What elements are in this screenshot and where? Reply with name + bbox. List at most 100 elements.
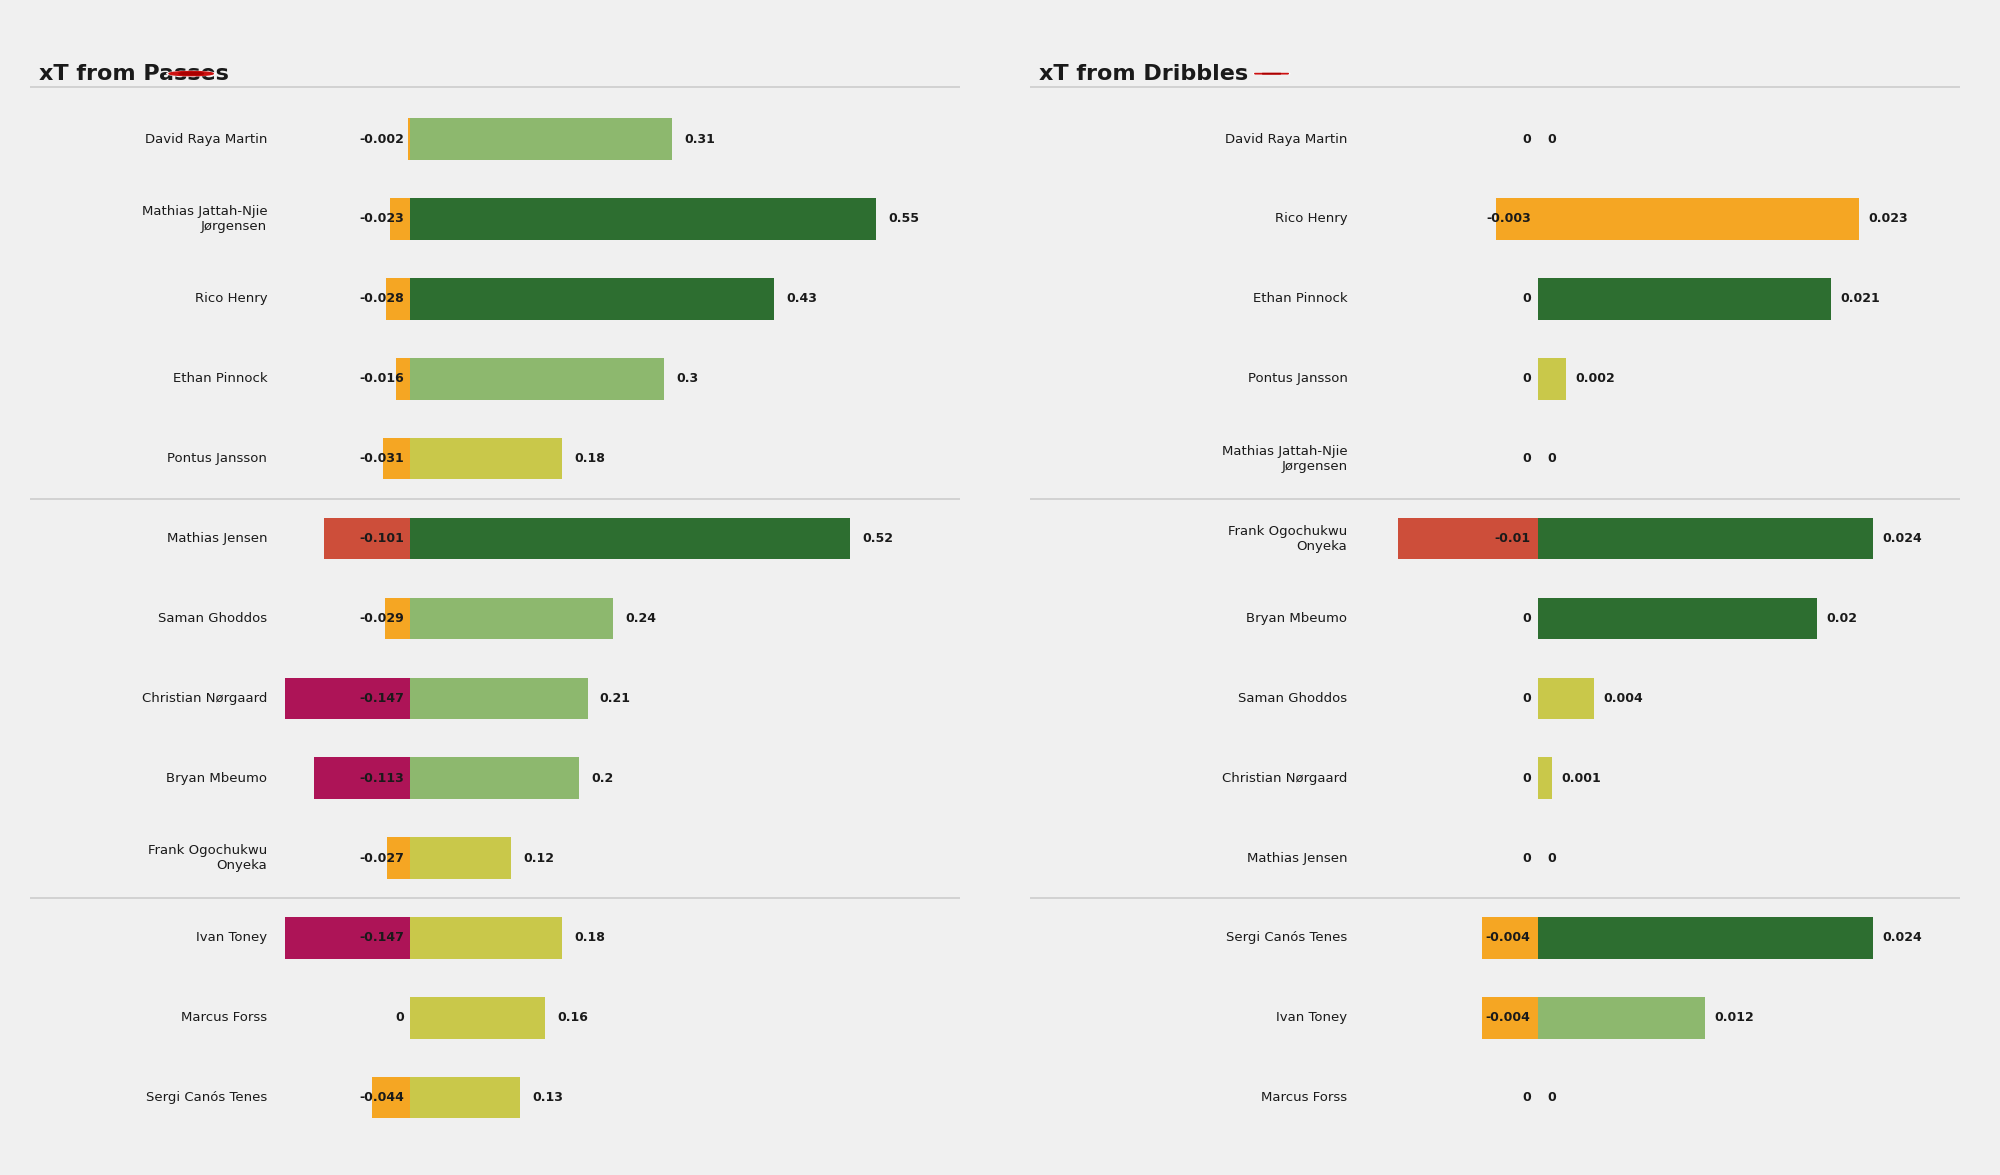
Bar bbox=[396, 358, 410, 400]
Text: 0.021: 0.021 bbox=[1840, 293, 1880, 306]
Text: Ethan Pinnock: Ethan Pinnock bbox=[1252, 293, 1348, 306]
Text: 0.12: 0.12 bbox=[524, 852, 554, 865]
Text: 0: 0 bbox=[1522, 1092, 1530, 1104]
Text: 0: 0 bbox=[1522, 772, 1530, 785]
Bar bbox=[1538, 278, 1832, 320]
Text: -0.113: -0.113 bbox=[360, 772, 404, 785]
Text: -0.027: -0.027 bbox=[360, 852, 404, 865]
Text: Christian Nørgaard: Christian Nørgaard bbox=[142, 692, 268, 705]
Text: -0.029: -0.029 bbox=[360, 612, 404, 625]
Bar bbox=[410, 758, 580, 799]
Text: -0.147: -0.147 bbox=[360, 692, 404, 705]
Text: 0.024: 0.024 bbox=[1882, 532, 1922, 545]
Text: 0.2: 0.2 bbox=[592, 772, 614, 785]
Text: Sergi Canós Tenes: Sergi Canós Tenes bbox=[146, 1092, 268, 1104]
Text: 0.31: 0.31 bbox=[684, 133, 716, 146]
Text: 0.004: 0.004 bbox=[1604, 692, 1642, 705]
Text: -0.01: -0.01 bbox=[1494, 532, 1530, 545]
Bar bbox=[1482, 918, 1538, 959]
Text: 0: 0 bbox=[1522, 612, 1530, 625]
Text: -0.003: -0.003 bbox=[1486, 213, 1530, 226]
Text: -0.147: -0.147 bbox=[360, 932, 404, 945]
Text: 0: 0 bbox=[396, 1012, 404, 1025]
Text: 0.55: 0.55 bbox=[888, 213, 918, 226]
Bar bbox=[410, 119, 672, 160]
Bar bbox=[410, 1077, 520, 1119]
Text: Mathias Jattah-Njie
Jørgensen: Mathias Jattah-Njie Jørgensen bbox=[1222, 444, 1348, 472]
Text: Mathias Jattah-Njie
Jørgensen: Mathias Jattah-Njie Jørgensen bbox=[142, 204, 268, 233]
Circle shape bbox=[170, 72, 214, 75]
Text: Ivan Toney: Ivan Toney bbox=[196, 932, 268, 945]
Text: 0.18: 0.18 bbox=[574, 932, 606, 945]
Text: 0.023: 0.023 bbox=[1868, 213, 1908, 226]
Text: 0.24: 0.24 bbox=[626, 612, 656, 625]
Bar bbox=[1538, 998, 1706, 1039]
Bar bbox=[410, 918, 562, 959]
Text: 0: 0 bbox=[1522, 133, 1530, 146]
Text: Ivan Toney: Ivan Toney bbox=[1276, 1012, 1348, 1025]
Text: 0.012: 0.012 bbox=[1714, 1012, 1754, 1025]
Bar bbox=[386, 598, 410, 639]
Text: Marcus Forss: Marcus Forss bbox=[182, 1012, 268, 1025]
Bar bbox=[410, 998, 546, 1039]
Text: Sergi Canós Tenes: Sergi Canós Tenes bbox=[1226, 932, 1348, 945]
Text: Christian Nørgaard: Christian Nørgaard bbox=[1222, 772, 1348, 785]
Text: 0.21: 0.21 bbox=[600, 692, 630, 705]
Text: 0.002: 0.002 bbox=[1576, 372, 1616, 385]
Text: Saman Ghoddos: Saman Ghoddos bbox=[1238, 692, 1348, 705]
Text: -0.023: -0.023 bbox=[360, 213, 404, 226]
Text: 0: 0 bbox=[1548, 133, 1556, 146]
Bar bbox=[410, 518, 850, 559]
Text: -0.031: -0.031 bbox=[360, 452, 404, 465]
Bar bbox=[324, 518, 410, 559]
Text: 0: 0 bbox=[1548, 852, 1556, 865]
Text: -0.004: -0.004 bbox=[1486, 932, 1530, 945]
Bar bbox=[1398, 518, 1538, 559]
Text: 0.43: 0.43 bbox=[786, 293, 818, 306]
Text: Rico Henry: Rico Henry bbox=[1274, 213, 1348, 226]
Text: -0.101: -0.101 bbox=[360, 532, 404, 545]
Bar bbox=[1538, 758, 1552, 799]
Text: xT from Passes: xT from Passes bbox=[40, 63, 230, 83]
Bar bbox=[410, 278, 774, 320]
Text: 0: 0 bbox=[1522, 852, 1530, 865]
Text: Saman Ghoddos: Saman Ghoddos bbox=[158, 612, 268, 625]
Text: David Raya Martin: David Raya Martin bbox=[1226, 133, 1348, 146]
Text: Bryan Mbeumo: Bryan Mbeumo bbox=[166, 772, 268, 785]
Text: 0.02: 0.02 bbox=[1826, 612, 1858, 625]
Bar bbox=[386, 278, 410, 320]
Text: Ethan Pinnock: Ethan Pinnock bbox=[172, 372, 268, 385]
Text: -0.004: -0.004 bbox=[1486, 1012, 1530, 1025]
Text: Frank Ogochukwu
Onyeka: Frank Ogochukwu Onyeka bbox=[1228, 524, 1348, 552]
Bar bbox=[390, 199, 410, 240]
Text: -0.044: -0.044 bbox=[360, 1092, 404, 1104]
Text: 0.001: 0.001 bbox=[1562, 772, 1602, 785]
Text: Mathias Jensen: Mathias Jensen bbox=[166, 532, 268, 545]
Bar bbox=[1496, 199, 1538, 240]
Text: Marcus Forss: Marcus Forss bbox=[1262, 1092, 1348, 1104]
Bar bbox=[1538, 678, 1594, 719]
Bar bbox=[1482, 998, 1538, 1039]
Text: 0: 0 bbox=[1522, 452, 1530, 465]
Text: David Raya Martin: David Raya Martin bbox=[144, 133, 268, 146]
Text: Pontus Jansson: Pontus Jansson bbox=[168, 452, 268, 465]
Bar bbox=[1538, 518, 1872, 559]
Text: 0.024: 0.024 bbox=[1882, 932, 1922, 945]
Bar bbox=[372, 1077, 410, 1119]
Bar bbox=[410, 838, 512, 879]
Bar bbox=[1538, 598, 1818, 639]
Text: Frank Ogochukwu
Onyeka: Frank Ogochukwu Onyeka bbox=[148, 844, 268, 872]
Text: 0: 0 bbox=[1548, 452, 1556, 465]
Text: -0.028: -0.028 bbox=[360, 293, 404, 306]
Bar bbox=[1538, 918, 1872, 959]
Circle shape bbox=[178, 73, 204, 75]
Text: 0.52: 0.52 bbox=[862, 532, 894, 545]
Text: xT from Dribbles: xT from Dribbles bbox=[1040, 63, 1248, 83]
Text: Mathias Jensen: Mathias Jensen bbox=[1246, 852, 1348, 865]
Bar bbox=[286, 918, 410, 959]
Bar bbox=[384, 438, 410, 479]
Bar bbox=[1538, 358, 1566, 400]
Text: -0.016: -0.016 bbox=[360, 372, 404, 385]
Text: 0: 0 bbox=[1522, 293, 1530, 306]
Bar bbox=[410, 438, 562, 479]
